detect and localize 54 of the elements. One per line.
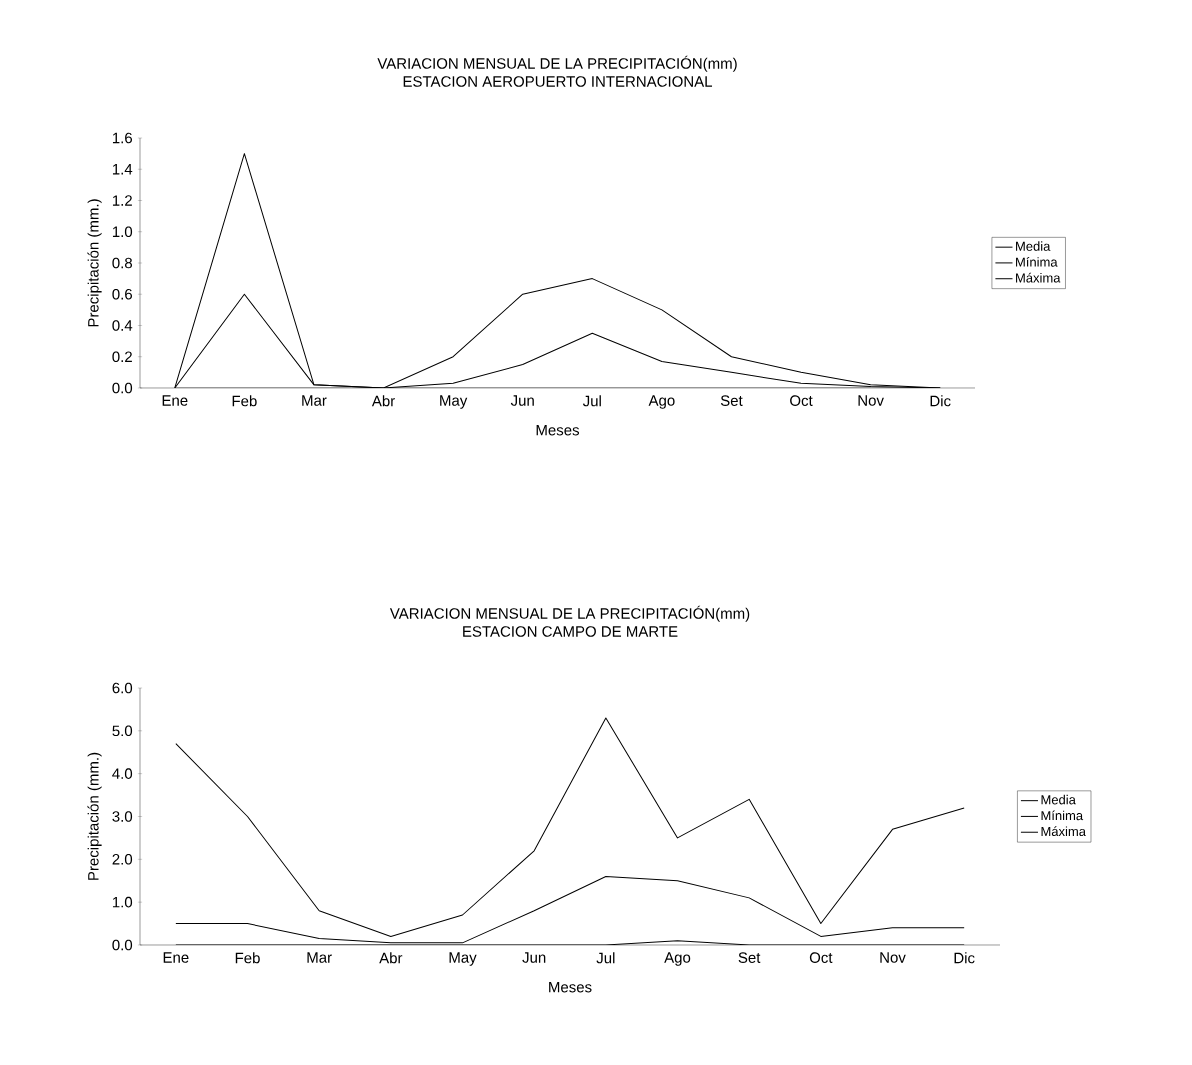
x-tick-label: Jun xyxy=(510,395,534,406)
x-tick-label: Dic xyxy=(930,395,951,407)
legend-label: Mínima xyxy=(1016,257,1058,267)
x-tick-label: Oct xyxy=(809,952,833,963)
x-tick-label: Ene xyxy=(162,395,188,406)
y-tick-label: 0.2 xyxy=(112,351,132,363)
legend-label: Media xyxy=(1041,794,1076,805)
chart-subtitle: ESTACION CAMPO DE MARTE xyxy=(463,626,678,637)
y-tick-label: 1.2 xyxy=(112,195,132,206)
chart-title: VARIACION MENSUAL DE LA PRECIPITACIÓN(mm) xyxy=(389,605,750,622)
x-axis-title: Meses xyxy=(536,424,580,436)
y-tick-label: 6.0 xyxy=(112,682,133,694)
y-tick-label: 0.6 xyxy=(112,288,133,300)
x-tick-label: Feb xyxy=(232,395,257,407)
legend-label: Máxima xyxy=(1016,272,1061,283)
x-axis-title: Meses xyxy=(549,981,592,993)
y-tick-label: 0.4 xyxy=(112,320,133,331)
x-tick-label: Abr xyxy=(371,395,395,407)
legend-label: Media xyxy=(1016,241,1051,251)
x-tick-label: Abr xyxy=(379,952,403,964)
chart-title: VARIACION MENSUAL DE LA PRECIPITACIÓN(mm) xyxy=(377,55,737,72)
y-axis-title: Precipitación (mm.) xyxy=(87,199,102,327)
y-tick-label: 5.0 xyxy=(112,725,133,737)
x-tick-label: Nov xyxy=(858,395,884,406)
x-tick-label: May xyxy=(440,395,468,409)
legend-label: Mínima xyxy=(1041,810,1084,821)
x-tick-label: Jun xyxy=(522,952,546,963)
x-tick-label: Set xyxy=(720,395,743,406)
y-tick-label: 1.0 xyxy=(112,226,133,238)
y-tick-label: 0.8 xyxy=(112,257,133,269)
x-tick-label: Nov xyxy=(880,952,906,963)
x-tick-label: May xyxy=(449,952,477,966)
y-tick-label: 1.0 xyxy=(112,896,133,908)
x-tick-label: Oct xyxy=(790,395,813,406)
y-tick-label: 3.0 xyxy=(112,811,133,822)
y-tick-label: 4.0 xyxy=(112,768,133,779)
chart-subtitle: ESTACION AEROPUERTO INTERNACIONAL xyxy=(403,76,713,87)
x-tick-label: Mar xyxy=(307,952,332,963)
x-tick-label: Jul xyxy=(596,952,615,964)
y-tick-label: 2.0 xyxy=(112,854,133,865)
legend-label: Máxima xyxy=(1041,826,1086,837)
y-tick-label: 1.6 xyxy=(112,132,133,144)
y-tick-label: 1.4 xyxy=(112,164,133,175)
x-tick-label: Ene xyxy=(163,952,189,963)
x-tick-label: Dic xyxy=(954,952,975,964)
x-tick-label: Ago xyxy=(664,952,691,966)
y-tick-label: 0.0 xyxy=(112,382,133,394)
y-axis-title: Precipitación (mm.) xyxy=(87,752,102,880)
x-tick-label: Set xyxy=(738,952,761,963)
x-tick-label: Jul xyxy=(582,395,601,407)
y-tick-label: 0.0 xyxy=(112,939,133,951)
x-tick-label: Ago xyxy=(648,395,675,409)
x-tick-label: Feb xyxy=(235,952,260,964)
x-tick-label: Mar xyxy=(302,395,327,406)
